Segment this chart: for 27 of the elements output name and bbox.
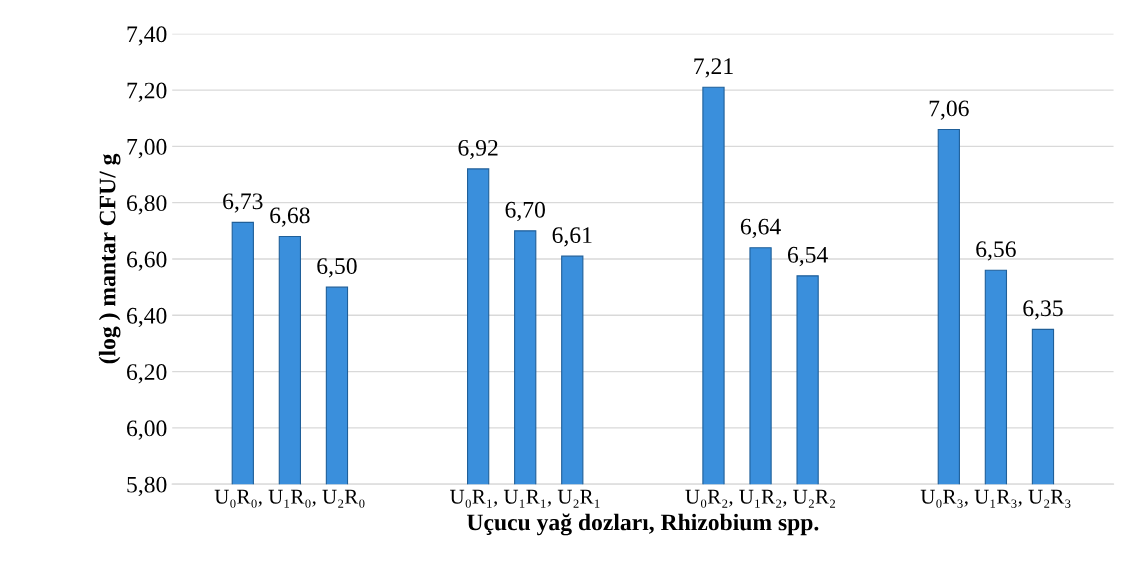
y-tick-label: 6,40 [127, 307, 167, 328]
data-label: 6,56 [976, 241, 1016, 261]
y-tick-label: 7,20 [127, 82, 167, 102]
y-tick-label: 6,20 [127, 364, 167, 384]
y-tick-label: 6,80 [127, 195, 167, 215]
x-axis-title: Uçucu yağ dozları, Rhizobium spp. [467, 513, 819, 536]
x-tick-label: U₀R₀, U₁R₀, U₂R₀ [214, 489, 365, 508]
x-tick-label: U₀R₁, U₁R₁, U₂R₁ [450, 489, 600, 508]
data-label: 6,64 [740, 218, 781, 238]
data-label: 6,35 [1023, 300, 1063, 320]
data-label: 6,92 [458, 139, 498, 160]
data-label: 6,73 [223, 193, 263, 213]
x-tick-label: U₀R₂, U₁R₂, U₂R₂ [685, 489, 836, 508]
y-axis-title: (log ) mantar CFU/ g [98, 153, 121, 364]
y-tick-label: 6,00 [127, 420, 167, 440]
y-tick-label: 6,60 [127, 251, 167, 271]
y-tick-label: 7,40 [127, 26, 167, 46]
data-label: 6,50 [317, 258, 357, 278]
x-tick-label: U₀R₃, U₁R₃, U₂R₃ [920, 489, 1071, 508]
y-tick-label: 5,80 [127, 476, 167, 496]
data-label: 6,70 [505, 201, 545, 222]
data-label: 6,54 [787, 246, 828, 267]
data-label: 7,06 [929, 100, 969, 120]
data-label: 6,61 [552, 227, 592, 247]
y-tick-label: 7,00 [127, 138, 167, 159]
data-label: 6,68 [270, 207, 310, 227]
data-label: 7,21 [694, 58, 733, 78]
